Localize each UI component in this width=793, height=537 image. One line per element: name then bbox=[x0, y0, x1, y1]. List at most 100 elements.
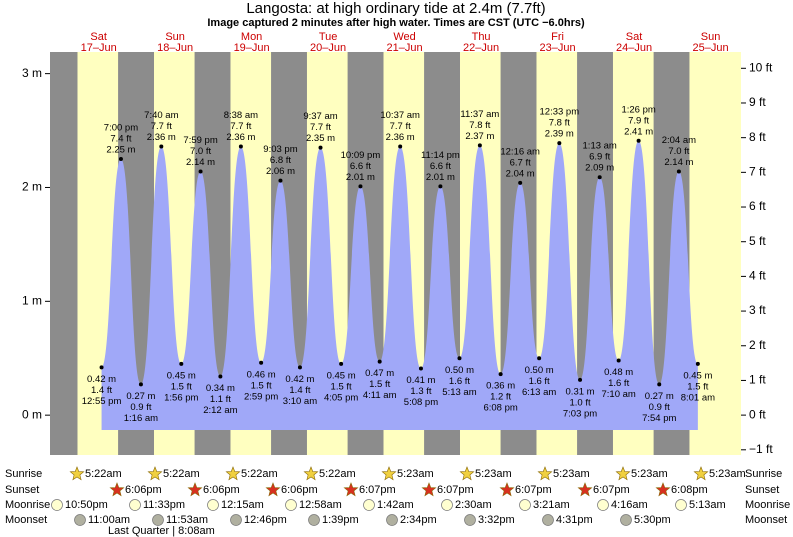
tide-label-ft: 1.5 ft bbox=[171, 381, 192, 392]
moonrise-time: 5:13am bbox=[689, 499, 726, 511]
tide-label-time: 7:00 pm bbox=[104, 123, 138, 134]
tide-label-time: 7:03 pm bbox=[563, 408, 597, 419]
day-name: Wed bbox=[393, 31, 415, 43]
tide-point bbox=[616, 358, 621, 363]
tide-label-time: 5:08 pm bbox=[404, 397, 438, 408]
day-name: Sat bbox=[90, 31, 107, 43]
tide-label-time: 10:09 pm bbox=[341, 150, 381, 161]
y2-tick-label: 2 ft bbox=[749, 338, 766, 352]
almanac-label: Sunrise bbox=[745, 468, 782, 480]
tide-point bbox=[339, 361, 344, 366]
tide-label-m: 2.04 m bbox=[506, 168, 535, 179]
almanac-label: Moonset bbox=[745, 514, 787, 526]
day-name: Sun bbox=[165, 31, 185, 43]
sunset-icon bbox=[655, 482, 671, 497]
tide-label-ft: 1.0 ft bbox=[569, 397, 590, 408]
y-tick-label: 0 m bbox=[22, 407, 42, 421]
sunset-icon bbox=[187, 482, 203, 497]
moonset-icon bbox=[152, 514, 164, 526]
moonrise-icon bbox=[441, 499, 453, 511]
moonrise-icon bbox=[207, 499, 219, 511]
y2-tick-label: 6 ft bbox=[749, 199, 766, 213]
sunset-icon bbox=[421, 482, 437, 497]
sunrise-icon bbox=[381, 466, 397, 481]
sunset-time: 6:08pm bbox=[671, 484, 708, 496]
almanac-label: Moonset bbox=[5, 514, 47, 526]
tide-area bbox=[101, 140, 698, 430]
tide-label-m: 2.01 m bbox=[426, 172, 455, 183]
tide-label-time: 7:59 pm bbox=[183, 135, 217, 146]
day-name: Sat bbox=[626, 31, 643, 43]
tide-label-time: 2:59 pm bbox=[244, 391, 278, 402]
tide-label-time: 11:37 am bbox=[460, 109, 499, 120]
sunrise-icon bbox=[537, 466, 553, 481]
tide-label-ft: 7.7 ft bbox=[151, 121, 172, 132]
tide-label-time: 1:56 pm bbox=[164, 392, 198, 403]
tide-label-m: 0.27 m bbox=[645, 391, 674, 402]
tide-label-m: 2.01 m bbox=[346, 172, 375, 183]
tide-label-m: 2.39 m bbox=[545, 129, 574, 140]
chart-title: Langosta: at high ordinary tide at 2.4m … bbox=[246, 0, 545, 17]
sunset-icon bbox=[499, 482, 515, 497]
day-date: 20–Jun bbox=[310, 42, 346, 54]
day-name: Mon bbox=[241, 31, 262, 43]
tide-label-time: 1:26 pm bbox=[621, 104, 655, 115]
tide-label-time: 12:55 pm bbox=[82, 396, 122, 407]
tide-label-ft: 1.5 ft bbox=[687, 381, 708, 392]
tide-label-time: 7:10 am bbox=[601, 389, 635, 400]
tide-label-time: 9:03 pm bbox=[263, 144, 297, 155]
moonset-time: 3:32pm bbox=[478, 514, 515, 526]
sunset-time: 6:07pm bbox=[359, 484, 396, 496]
tide-label-ft: 1.6 ft bbox=[608, 378, 629, 389]
moonrise-icon bbox=[363, 499, 375, 511]
tide-label-ft: 6.7 ft bbox=[510, 157, 531, 168]
tide-point bbox=[99, 365, 104, 370]
day-date: 18–Jun bbox=[157, 42, 193, 54]
moonrise-icon bbox=[129, 499, 141, 511]
tide-label-time: 6:13 am bbox=[522, 387, 556, 398]
moonrise-time: 11:33pm bbox=[143, 499, 185, 511]
day-date: 23–Jun bbox=[540, 42, 576, 54]
sunrise-time: 5:23am bbox=[709, 468, 746, 480]
sunset-icon bbox=[577, 482, 593, 497]
day-date: 22–Jun bbox=[463, 42, 499, 54]
moonset-time: 12:46pm bbox=[244, 514, 287, 526]
tide-label-m: 0.50 m bbox=[445, 365, 474, 376]
sunrise-time: 5:22am bbox=[241, 468, 278, 480]
sunrise-icon bbox=[147, 466, 163, 481]
tide-label-ft: 1.6 ft bbox=[529, 376, 550, 387]
tide-point bbox=[278, 178, 283, 183]
tide-label-m: 0.42 m bbox=[87, 374, 116, 385]
moonrise-icon bbox=[597, 499, 609, 511]
tide-label-time: 5:13 am bbox=[442, 387, 476, 398]
tide-label-ft: 1.1 ft bbox=[210, 394, 231, 405]
sunset-time: 6:06pm bbox=[203, 484, 240, 496]
tide-label-m: 0.34 m bbox=[206, 383, 235, 394]
tide-label-ft: 7.7 ft bbox=[390, 121, 411, 132]
moonset-icon bbox=[74, 514, 86, 526]
y2-tick-label: 0 ft bbox=[749, 407, 766, 421]
tide-label-time: 3:10 am bbox=[283, 396, 317, 407]
tide-point bbox=[657, 382, 662, 387]
tide-label-time: 9:37 am bbox=[303, 111, 337, 122]
tide-label-m: 0.45 m bbox=[167, 370, 196, 381]
tide-label-time: 1:13 am bbox=[583, 141, 617, 152]
y-tick-label: 1 m bbox=[22, 293, 42, 307]
almanac-label: Sunset bbox=[5, 484, 39, 496]
sunset-icon bbox=[265, 482, 281, 497]
tide-point bbox=[438, 184, 443, 189]
tide-label-m: 0.31 m bbox=[566, 386, 595, 397]
tide-label-m: 0.47 m bbox=[365, 368, 394, 379]
tide-label-ft: 7.0 ft bbox=[668, 146, 689, 157]
tide-label-ft: 1.5 ft bbox=[251, 380, 272, 391]
tide-label-m: 2.06 m bbox=[266, 166, 295, 177]
tide-label-m: 2.14 m bbox=[664, 157, 693, 168]
sunrise-time: 5:22am bbox=[319, 468, 356, 480]
tide-label-ft: 6.9 ft bbox=[589, 152, 610, 163]
y2-tick-label: −1 ft bbox=[749, 442, 773, 456]
tide-label-ft: 6.6 ft bbox=[430, 161, 451, 172]
tide-point bbox=[259, 360, 264, 365]
tide-label-m: 2.35 m bbox=[306, 133, 335, 144]
tide-point bbox=[457, 356, 462, 361]
